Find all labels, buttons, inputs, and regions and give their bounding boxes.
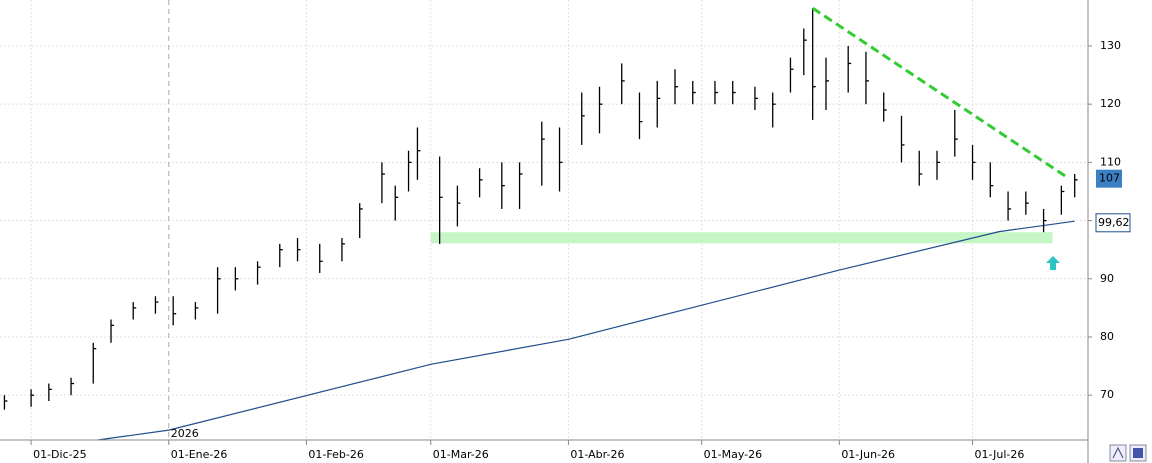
y-tick-label: 90 <box>1100 272 1114 285</box>
x-tick-label: 01-Feb-26 <box>308 448 363 461</box>
moving-average <box>97 220 1075 441</box>
trendline <box>811 6 1067 178</box>
x-tick-label: 01-May-26 <box>704 448 762 461</box>
x-tick-label: 01-Jun-26 <box>841 448 895 461</box>
ma-value-box <box>1095 213 1131 233</box>
y-tick-label: 110 <box>1100 155 1121 168</box>
year-label: 2026 <box>171 427 199 440</box>
x-tick-label: 01-Mar-26 <box>433 448 489 461</box>
x-tick-label: 01-Jul-26 <box>975 448 1025 461</box>
marks <box>3 6 1078 441</box>
grid <box>0 0 1092 445</box>
x-tick-label: 01-Ene-26 <box>171 448 228 461</box>
last-price-label: 107 <box>1099 172 1120 185</box>
x-tick-label: 01-Dic-25 <box>33 448 87 461</box>
y-tick-label: 80 <box>1100 330 1114 343</box>
y-tick-label: 70 <box>1100 388 1114 401</box>
arrow-icon <box>1046 256 1060 270</box>
tool-icon <box>1112 446 1124 459</box>
y-tick-label: 130 <box>1100 39 1121 52</box>
save-icon <box>1133 448 1143 458</box>
x-tick-label: 01-Abr-26 <box>570 448 624 461</box>
support-band <box>430 232 1053 244</box>
y-tick-label: 120 <box>1100 97 1121 110</box>
ma-value-label: 99,62 <box>1098 216 1130 229</box>
labels: 70809010011012013001-Dic-2501-Ene-262026… <box>33 39 1131 461</box>
last-price-box <box>1096 169 1122 188</box>
